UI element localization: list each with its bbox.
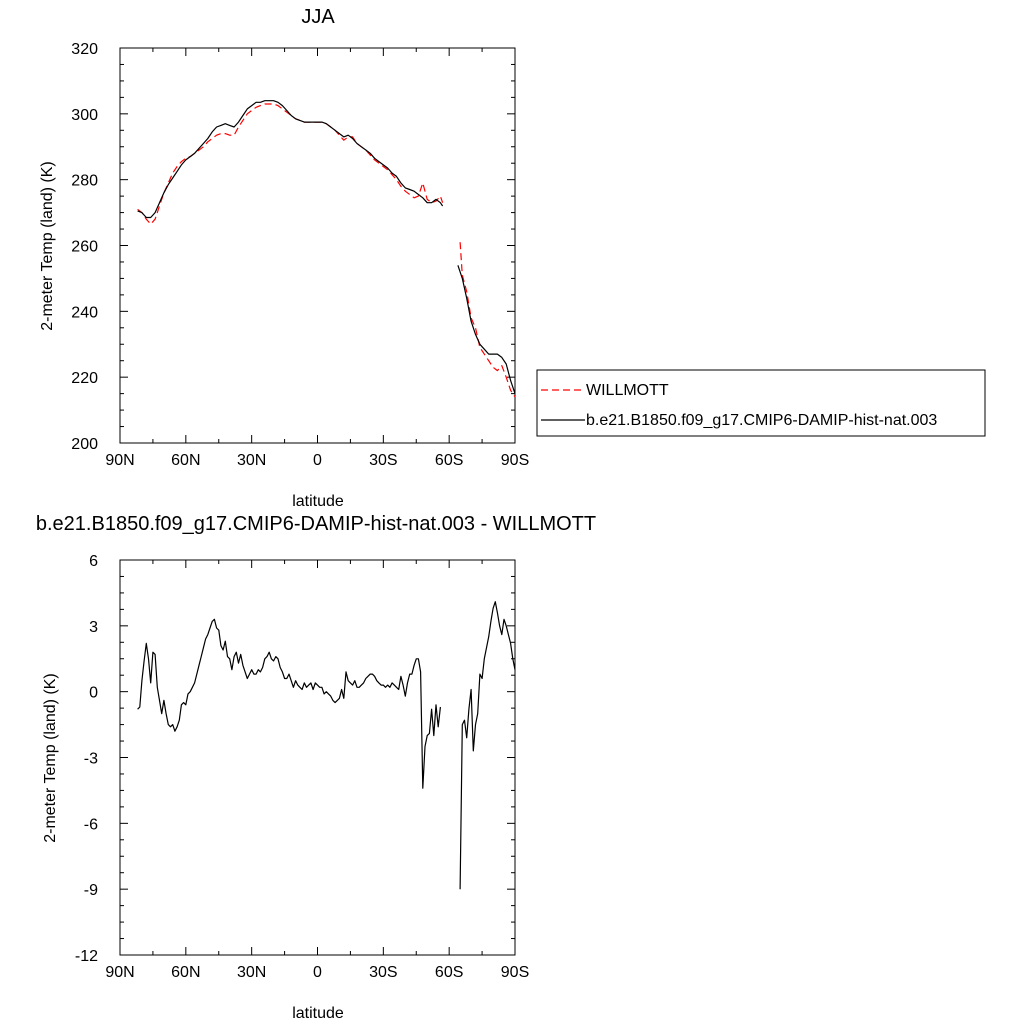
bottom-x-tick-label: 30S (369, 964, 397, 981)
bottom-panel: b.e21.B1850.f09_g17.CMIP6-DAMIP-hist-nat… (36, 513, 596, 1022)
top-x-axis-label: latitude (292, 493, 344, 510)
top-x-tick-label: 60S (435, 452, 463, 469)
top-panel-title: JJA (301, 6, 335, 28)
bottom-panel-title: b.e21.B1850.f09_g17.CMIP6-DAMIP-hist-nat… (36, 513, 596, 535)
bottom-y-tick-label: -9 (84, 882, 98, 899)
bottom-y-axis-label: 2-meter Temp (land) (K) (42, 673, 59, 843)
bottom-y-tick-label: 3 (89, 619, 98, 636)
bottom-x-tick-label: 90N (105, 964, 134, 981)
bottom-series-0-line-segment-1 (459, 601, 516, 890)
top-plot-frame (119, 47, 516, 444)
top-plot-area: 90N 60N 30N 0 30S 60S 90S 200 220 240 260 280 300 320 (71, 41, 529, 469)
top-y-tick-label: 220 (71, 370, 98, 387)
legend-label-willmott: WILLMOTT (586, 382, 669, 399)
bottom-plot-area: 90N 60N 30N 0 30S 60S 90S -12 -9 -6 -3 0 3 6 (75, 553, 529, 981)
legend-label-model: b.e21.B1850.f09_g17.CMIP6-DAMIP-hist-nat… (586, 412, 937, 429)
top-y-tick-label: 200 (71, 436, 98, 453)
top-panel: JJA 90N 60N 30N 0 30S 60S 90S 200 220 240 260 280 30… (39, 6, 986, 510)
bottom-plot-frame (119, 559, 516, 956)
bottom-y-tick-label: -6 (84, 816, 98, 833)
legend-box (536, 369, 986, 437)
top-x-tick-label: 90N (105, 452, 134, 469)
bottom-y-tick-label: -3 (84, 751, 98, 768)
top-x-tick-label: 30N (237, 452, 266, 469)
top-y-tick-label: 260 (71, 239, 98, 256)
bottom-x-tick-label: 90S (501, 964, 529, 981)
top-y-axis-label: 2-meter Temp (land) (K) (39, 161, 56, 331)
bottom-x-tick-label: 0 (313, 964, 322, 981)
bottom-series-0-line-segment-0 (137, 618, 441, 789)
top-x-tick-label: 0 (313, 452, 322, 469)
bottom-x-tick-label: 30N (237, 964, 266, 981)
top-x-tick-label: 90S (501, 452, 529, 469)
top-series-1-line-segment-1 (457, 265, 516, 394)
bottom-x-axis-label: latitude (292, 1005, 344, 1022)
top-series-0-line-segment-0 (137, 103, 444, 225)
top-x-tick-label: 30S (369, 452, 397, 469)
top-x-tick-label: 60N (171, 452, 200, 469)
bottom-y-tick-label: 0 (89, 685, 98, 702)
top-y-tick-label: 320 (71, 41, 98, 58)
bottom-y-tick-label: 6 (89, 553, 98, 570)
legend: WILLMOTT b.e21.B1850.f09_g17.CMIP6-DAMIP… (536, 369, 986, 437)
top-y-tick-label: 300 (71, 107, 98, 124)
top-y-tick-label: 280 (71, 173, 98, 190)
bottom-y-tick-label: -12 (75, 948, 98, 965)
top-series-1-line-segment-0 (137, 100, 444, 219)
bottom-x-tick-label: 60S (435, 964, 463, 981)
bottom-x-tick-label: 60N (171, 964, 200, 981)
top-series-0-line-segment-1 (459, 242, 516, 398)
top-y-tick-label: 240 (71, 304, 98, 321)
